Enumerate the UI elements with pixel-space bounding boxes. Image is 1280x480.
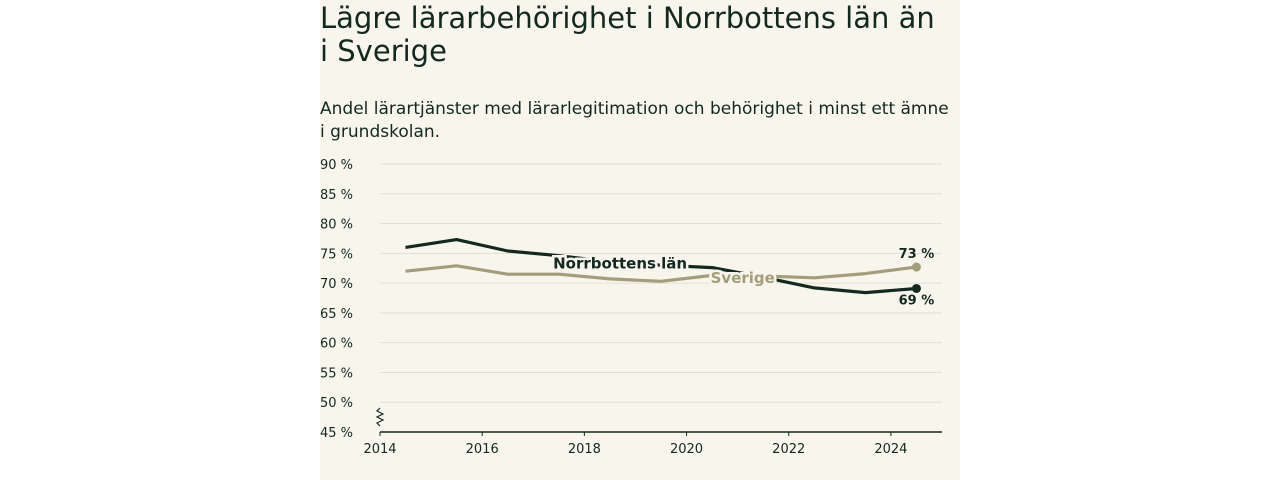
x-tick-label: 2022 [772,442,805,457]
y-tick-label: 85 % [320,188,353,203]
gridlines [380,163,942,403]
series-lines: 69 % 73 % Norrbottens län Sverige [405,238,935,308]
chart-subtitle: Andel lärartjänster med lärarlegitimatio… [320,99,949,142]
series-endpoint-norrbotten [911,283,921,293]
series-line-norrbotten [405,238,917,295]
y-tick-label: 45 % [320,426,353,441]
x-tick-label: 2016 [466,442,499,457]
y-tick-label: 60 % [320,337,353,352]
y-tick-label: 75 % [320,247,353,262]
line-chart: 45 % 50 % 55 % 60 % 65 % 70 % 75 % 80 % 85 % 90 %… [320,158,942,457]
series-line-sverige [405,264,917,283]
y-tick-label: 55 % [320,366,353,381]
y-axis-ticks: 45 % 50 % 55 % 60 % 65 % 70 % 75 % 80 % 85 % 90 % [320,158,353,441]
axis-break-zigzag [375,407,385,427]
x-tick-label: 2020 [670,442,703,457]
chart-title: Lägre lärarbehörighet i Norrbottens län … [320,1,935,68]
series-end-label: 73 % [899,247,935,262]
x-axis-ticks: 2014 2016 2018 2020 2022 2024 [363,431,942,457]
axis-break-icon [375,407,385,427]
x-tick-label: 2018 [568,442,601,457]
series-label-sverige: Sverige [711,269,775,287]
y-tick-label: 65 % [320,307,353,322]
x-tick-label: 2014 [363,442,396,457]
y-tick-label: 80 % [320,218,353,233]
x-tick-label: 2024 [874,442,907,457]
chart-panel [320,0,960,480]
series-endpoint-sverige [911,262,921,272]
y-tick-label: 90 % [320,158,353,173]
series-label-norrbotten: Norrbottens län [553,254,687,272]
y-tick-label: 70 % [320,277,353,292]
series-end-label: 69 % [899,293,935,308]
y-tick-label: 50 % [320,396,353,411]
